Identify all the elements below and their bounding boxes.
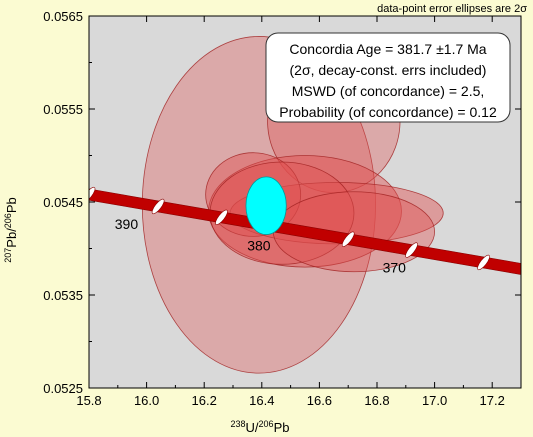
y-tick-label-1: 0.0535 <box>43 288 83 303</box>
x-tick-label-1: 16.0 <box>134 393 159 408</box>
x-tick-label-7: 17.2 <box>480 393 505 408</box>
result-line-age: Concordia Age = 381.7 ±1.7 Ma <box>289 41 486 57</box>
x-tick-label-6: 17.0 <box>422 393 447 408</box>
y-tick-label-2: 0.0545 <box>43 195 83 210</box>
result-box: Concordia Age = 381.7 ±1.7 Ma (2σ, decay… <box>265 32 511 123</box>
error-ellipse-note: data-point error ellipses are 2σ <box>377 3 527 15</box>
concordia-age-ellipse <box>245 176 287 235</box>
x-tick-label-2: 16.2 <box>192 393 217 408</box>
x-tick-label-0: 15.8 <box>76 393 101 408</box>
age-label-370: 370 <box>383 260 407 276</box>
y-tick-label-4: 0.0565 <box>43 9 83 24</box>
x-tick-label-4: 16.6 <box>307 393 332 408</box>
age-marker-1 <box>89 186 96 203</box>
age-label-390: 390 <box>115 216 139 232</box>
x-tick-label-5: 16.8 <box>364 393 389 408</box>
axis-layer: 15.8 16.0 16.2 16.4 16.6 16.8 17.0 17.2 0.0525 0.… <box>43 9 521 408</box>
x-tick-label-3: 16.4 <box>249 393 274 408</box>
result-line-probability: Probability (of concordance) = 0.12 <box>279 104 497 120</box>
age-label-380: 380 <box>247 237 271 253</box>
result-line-errors: (2σ, decay-const. errs included) <box>290 62 487 78</box>
result-line-mswd: MSWD (of concordance) = 2.5, <box>292 83 485 99</box>
age-marker-2 <box>151 198 165 215</box>
age-marker-3 <box>215 209 228 225</box>
result-box-frame <box>265 32 511 123</box>
x-axis-label: 238U/206Pb <box>231 419 290 435</box>
age-marker-5 <box>405 242 418 258</box>
age-marker-4 <box>341 231 355 247</box>
y-tick-label-0: 0.0525 <box>43 381 83 396</box>
y-axis-label: 207Pb/206Pb <box>3 197 19 262</box>
y-tick-label-3: 0.0555 <box>43 102 83 117</box>
age-marker-6 <box>477 254 490 271</box>
